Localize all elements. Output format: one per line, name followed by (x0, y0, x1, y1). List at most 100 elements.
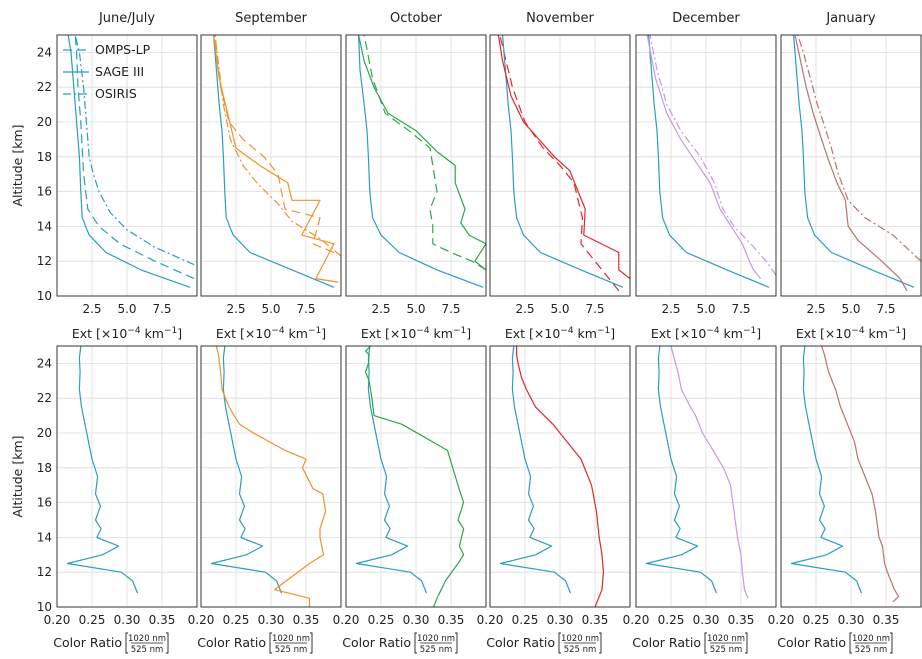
bracket-left (125, 632, 128, 654)
x-axis-label-part: −4 (416, 326, 430, 336)
panel-ext-1: September 2.5 5.0 7.5 Ext [×10−4 km−1] (200, 11, 342, 341)
legend-label: SAGE III (95, 64, 144, 79)
fraction-numerator: 1020 nm (128, 634, 166, 644)
bracket-left (414, 632, 417, 654)
fraction-denominator: 525 nm (710, 645, 743, 655)
fraction-denominator: 525 nm (131, 645, 164, 655)
x-tick-label: 0.20 (623, 613, 650, 627)
panel-ext-3: November 2.5 5.0 7.5 Ext [×10−4 km−1] (489, 11, 631, 341)
x-axis-label-part: ] (610, 326, 615, 341)
x-axis-label-part: −4 (271, 326, 285, 336)
x-tick-label: 0.25 (368, 613, 395, 627)
series-line-sage-iii (358, 35, 484, 288)
x-tick-label: 0.30 (403, 613, 430, 627)
bracket-left (558, 632, 561, 654)
x-axis-label: Color Ratio (486, 635, 555, 650)
x-axis-label: Color Ratio (342, 635, 411, 650)
panel-title: September (235, 11, 308, 26)
y-tick-label: 20 (37, 115, 52, 129)
x-tick-label: 0.25 (658, 613, 685, 627)
series-group (358, 35, 486, 288)
x-axis-label-part: Ext [×10 (796, 326, 851, 341)
x-tick-label: 5.0 (841, 302, 860, 316)
x-axis-label-part: km (720, 326, 743, 341)
y-tick-label: 14 (37, 219, 52, 233)
bracket-left (849, 632, 852, 654)
x-axis-label-part: Ext [×10 (72, 326, 127, 341)
series-line-sage-iii (502, 35, 624, 288)
legend-label: OMPS-LP (95, 42, 151, 57)
x-axis-label-part: Ext [×10 (216, 326, 271, 341)
x-axis-label-part: km (430, 326, 453, 341)
y-tick-label: 24 (37, 45, 52, 59)
x-tick-label: 2.5 (371, 302, 390, 316)
x-axis-label: Ext [×10−4 km−1] (651, 326, 761, 341)
y-tick-label: 10 (37, 289, 52, 303)
y-tick-label: 12 (37, 254, 52, 268)
x-axis-label: Ext [×10−4 km−1] (216, 326, 326, 341)
series-group (66, 346, 139, 594)
panel-title: October (390, 11, 443, 26)
x-axis-label-part: ] (177, 326, 182, 341)
y-tick-label: 10 (37, 600, 52, 614)
axes-frame (200, 345, 342, 608)
x-axis-label-part: ] (901, 326, 906, 341)
x-axis-label-part: km (574, 326, 597, 341)
x-tick-label: 2.5 (226, 302, 245, 316)
series-line-color (515, 346, 605, 607)
x-axis-label-part: Ext [×10 (361, 326, 416, 341)
fraction-numerator: 1020 nm (272, 634, 310, 644)
series-line-color (670, 346, 749, 599)
x-tick-label: 0.25 (79, 613, 106, 627)
bracket-right (890, 632, 893, 654)
series-line-color (358, 35, 486, 271)
axes-frame (56, 345, 198, 608)
y-tick-label: 14 (37, 530, 52, 544)
series-line-sage-iii (645, 346, 718, 594)
fraction-denominator: 525 nm (275, 645, 308, 655)
x-tick-label: 2.5 (806, 302, 825, 316)
axes-frame (635, 34, 777, 297)
series-group (210, 346, 327, 607)
bracket-right (166, 632, 169, 654)
x-tick-label: 5.0 (117, 302, 136, 316)
x-axis-label-part: ] (466, 326, 471, 341)
x-tick-label: 0.25 (223, 613, 250, 627)
x-axis-label-part: ] (756, 326, 761, 341)
x-axis-label: Color Ratio (53, 635, 122, 650)
fraction-numerator: 1020 nm (707, 634, 745, 644)
series-group (499, 346, 605, 607)
x-axis-label-part: −4 (560, 326, 574, 336)
x-tick-label: 7.5 (152, 302, 171, 316)
x-axis-label-part: km (865, 326, 888, 341)
y-tick-label: 18 (37, 461, 52, 475)
series-line-color (213, 35, 339, 283)
y-tick-label: 16 (37, 496, 52, 510)
series-group (646, 35, 776, 288)
x-tick-label: 0.20 (477, 613, 504, 627)
panel-ext-5: January 2.5 5.0 7.5 Ext [×10−4 km−1] (780, 11, 922, 341)
series-line-sage-iii (213, 35, 335, 288)
x-axis-label-part: Ext [×10 (651, 326, 706, 341)
y-tick-label: 22 (37, 391, 52, 405)
x-tick-label: 0.35 (438, 613, 465, 627)
series-line-color (497, 35, 630, 280)
fraction-numerator: 1020 nm (417, 634, 455, 644)
series-line-omps-lp (214, 35, 335, 254)
x-tick-label: 2.5 (515, 302, 534, 316)
x-axis-label: Ext [×10−4 km−1] (361, 326, 471, 341)
series-group (790, 346, 900, 603)
series-line-sage-iii (790, 346, 863, 594)
series-line-color (794, 35, 908, 292)
bracket-left (704, 632, 707, 654)
legend: OMPS-LP SAGE III OSIRIS (63, 42, 151, 101)
panel-title: January (825, 11, 876, 26)
series-group (213, 35, 341, 288)
x-axis-label-part: −1 (164, 326, 177, 336)
series-line-color (365, 346, 465, 607)
x-axis-label-part: −1 (308, 326, 321, 336)
bracket-right (745, 632, 748, 654)
x-axis-label: Ext [×10−4 km−1] (72, 326, 182, 341)
series-line-sage-iii (66, 346, 139, 594)
fraction-numerator: 1020 nm (852, 634, 890, 644)
